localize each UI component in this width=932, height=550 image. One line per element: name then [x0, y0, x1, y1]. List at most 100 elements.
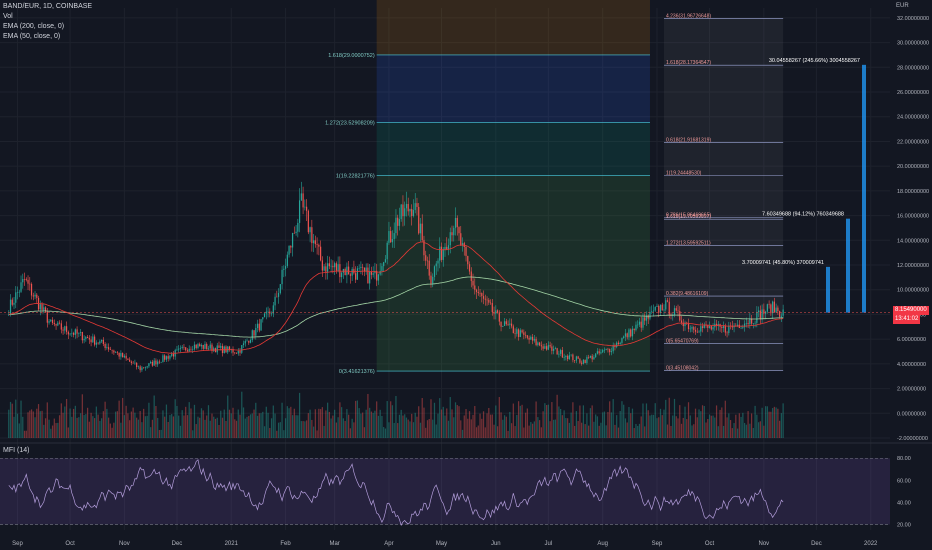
legend: BAND/EUR, 1D, COINBASE Vol EMA (200, clo…	[3, 2, 92, 42]
candle-body	[334, 263, 336, 268]
candle-body	[244, 341, 246, 344]
fib-ext-label: 1.272(13.59592511)	[666, 240, 711, 246]
volume-bar	[412, 422, 415, 438]
volume-bar	[108, 417, 110, 438]
volume-bar	[181, 410, 183, 438]
volume-bar	[132, 407, 134, 438]
time-tick-label: Sep	[652, 541, 663, 547]
candle-body	[277, 292, 280, 297]
volume-bar	[621, 401, 623, 438]
candle-body	[474, 285, 476, 290]
candle-body	[630, 329, 632, 337]
volume-bar	[556, 394, 558, 438]
ema50-label[interactable]: EMA (50, close, 0)	[3, 33, 61, 40]
candle-body	[707, 325, 709, 328]
candle-body	[519, 330, 521, 338]
candle-body	[428, 260, 430, 276]
candle-body	[15, 292, 17, 303]
candle-body	[416, 203, 418, 207]
projection-bar	[826, 266, 830, 313]
volume-bar	[460, 420, 462, 438]
candle-body	[673, 308, 676, 315]
volume-bar	[624, 418, 627, 438]
volume-bar	[617, 427, 620, 438]
candle-body	[248, 340, 250, 343]
volume-bar	[549, 421, 551, 438]
candle-body	[256, 323, 259, 329]
candle-body	[628, 329, 630, 338]
volume-bar	[358, 408, 360, 438]
volume-bar	[454, 402, 457, 438]
volume-bar	[540, 427, 542, 438]
candle-body	[239, 351, 241, 353]
candle-body	[207, 348, 210, 350]
candle-body	[335, 263, 337, 271]
candle-body	[780, 315, 782, 317]
candle-body	[167, 356, 169, 359]
mfi-label[interactable]: MFI (14)	[3, 447, 30, 454]
volume-bar	[721, 407, 723, 438]
candle-body	[577, 356, 579, 359]
volume-bar	[419, 422, 422, 438]
volume-bar	[213, 416, 215, 438]
candle-body	[489, 302, 492, 304]
candle-body	[383, 262, 385, 267]
volume-bar	[584, 424, 586, 438]
fib-ext-label: 0(3.45108042)	[666, 366, 699, 372]
volume-bar	[190, 408, 192, 438]
candle-body	[412, 210, 415, 217]
volume-bar	[630, 413, 632, 438]
candle-body	[567, 355, 569, 360]
candle-body	[228, 346, 231, 350]
volume-bar	[137, 419, 140, 438]
ema200-label[interactable]: EMA (200, close, 0)	[3, 23, 65, 30]
volume-bar	[79, 413, 82, 438]
candle-body	[638, 321, 641, 325]
candle-body	[290, 245, 292, 248]
volume-bar	[288, 408, 290, 438]
candle-body	[183, 346, 185, 348]
symbol-title[interactable]: BAND/EUR, 1D, COINBASE	[3, 3, 93, 10]
candle-body	[486, 299, 488, 301]
candle-body	[724, 326, 726, 333]
fib-ext-label: 0.382(9.48616109)	[666, 291, 709, 297]
volume-bar	[43, 424, 45, 438]
candle-body	[465, 247, 467, 256]
volume-bar	[474, 406, 476, 438]
time-tick-label: Jun	[491, 541, 501, 547]
volume-bar	[207, 405, 210, 438]
volume-bar	[360, 413, 362, 438]
volume-bar	[479, 413, 481, 438]
candle-body	[263, 313, 266, 318]
volume-bar	[764, 406, 767, 438]
volume-bar	[531, 423, 534, 438]
candle-body	[237, 351, 239, 354]
candle-body	[772, 301, 774, 314]
volume-bar	[489, 414, 492, 438]
candle-body	[722, 326, 725, 328]
candle-body	[8, 314, 10, 316]
volume-bar	[503, 415, 506, 438]
volume-bar	[740, 416, 742, 438]
time-tick-label: Sep	[12, 541, 23, 547]
candle-body	[144, 367, 147, 369]
volume-bar	[498, 397, 500, 438]
volume-bar	[770, 411, 772, 438]
vol-label[interactable]: Vol	[3, 13, 13, 20]
mfi-panel: 80.00 60.00 40.00 20.00	[0, 442, 932, 528]
candle-body	[703, 324, 705, 328]
volume-bar	[58, 415, 61, 438]
volume-bar	[235, 420, 238, 438]
volume-bar	[600, 422, 602, 438]
time-tick-label: Oct	[65, 541, 75, 547]
volume-bar	[363, 427, 366, 438]
candle-body	[423, 240, 425, 256]
volume-bar	[60, 403, 62, 438]
candle-body	[181, 346, 183, 348]
volume-bar	[348, 414, 350, 438]
candle-body	[433, 266, 436, 277]
volume-bar	[775, 407, 777, 438]
candle-body	[300, 193, 302, 201]
candle-body	[60, 323, 62, 330]
